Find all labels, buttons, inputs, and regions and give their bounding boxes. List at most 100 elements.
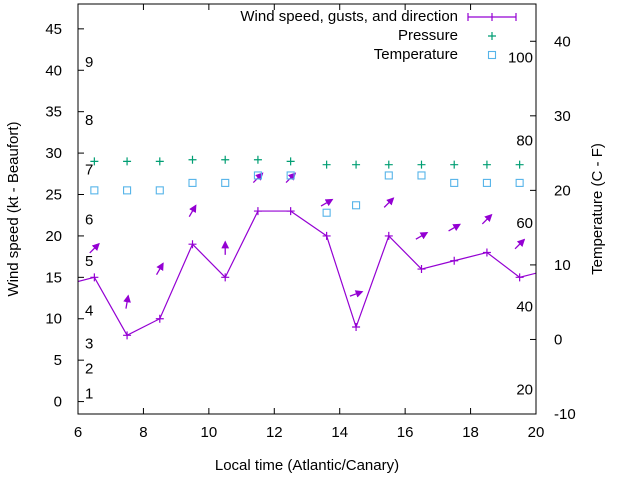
y-tick-label: 35 — [45, 104, 62, 121]
y2-tick-label: 10 — [554, 257, 571, 274]
y2-tick-label: 30 — [554, 108, 571, 125]
pressure-point — [384, 160, 393, 169]
temperature-point — [515, 178, 524, 187]
pressure-point — [253, 155, 262, 164]
x-axis-title: Local time (Atlantic/Canary) — [215, 457, 399, 474]
legend-label-temperature: Temperature — [374, 46, 458, 63]
legend: Wind speed, gusts, and direction Pressure… — [240, 8, 517, 63]
temperature-point — [221, 178, 230, 187]
temperature-point — [352, 201, 361, 210]
y-tick-label: 45 — [45, 21, 62, 38]
axis-labels: 6 8 10 12 14 16 18 20051015202530354045-1001020… — [5, 21, 606, 474]
legend-symbol-wind-ticks — [467, 13, 517, 21]
gust-direction-arrow — [415, 232, 429, 240]
fahrenheit-label: 20 — [516, 381, 533, 398]
wind-speed-point — [450, 256, 459, 265]
temperature-point — [482, 178, 491, 187]
beaufort-label: 5 — [85, 253, 93, 270]
x-tick-label: 16 — [397, 424, 414, 441]
gust-direction-arrow — [383, 197, 395, 208]
pressure-point — [90, 157, 99, 166]
y-tick-label: 15 — [45, 269, 62, 286]
wind-speed-point — [90, 273, 99, 282]
legend-label-wind: Wind speed, gusts, and direction — [240, 8, 458, 25]
wind-speed-point — [155, 314, 164, 323]
wind-speed-point — [352, 323, 361, 332]
gust-direction-arrow — [349, 290, 364, 298]
y-tick-label: 40 — [45, 62, 62, 79]
gust-direction-arrow — [481, 213, 493, 225]
x-tick-label: 10 — [201, 424, 218, 441]
plot-series — [78, 155, 536, 340]
y-tick-label: 0 — [54, 394, 62, 411]
temperature-point — [417, 171, 426, 180]
y2-tick-label: 40 — [554, 33, 571, 50]
beaufort-label: 8 — [85, 112, 93, 129]
tick-marks — [77, 4, 537, 415]
x-tick-label: 12 — [266, 424, 283, 441]
wind-speed-point — [384, 231, 393, 240]
wind-speed-point — [417, 265, 426, 274]
y2-tick-label: 20 — [554, 182, 571, 199]
pressure-point — [417, 160, 426, 169]
legend-symbol-temperature — [487, 50, 497, 60]
y2-tick-label: -10 — [554, 406, 576, 423]
x-tick-label: 8 — [139, 424, 147, 441]
fahrenheit-label: 60 — [516, 215, 533, 232]
temperature-point — [90, 186, 99, 195]
fahrenheit-label: 100 — [508, 50, 533, 67]
wind-speed-point — [286, 207, 295, 216]
temperature-point — [384, 171, 393, 180]
temperature-point — [450, 178, 459, 187]
y2-axis-title: Temperature (C - F) — [589, 143, 606, 275]
beaufort-label: 7 — [85, 162, 93, 179]
y-tick-label: 20 — [45, 228, 62, 245]
pressure-point — [450, 160, 459, 169]
pressure-point — [352, 160, 361, 169]
gust-direction-arrow — [448, 223, 461, 232]
fahrenheit-label: 40 — [516, 299, 533, 316]
x-tick-label: 6 — [74, 424, 82, 441]
y2-tick-label: 0 — [554, 331, 562, 348]
temperature-point — [253, 171, 262, 180]
gust-direction-arrow — [155, 262, 164, 276]
y-tick-label: 30 — [45, 145, 62, 162]
y-tick-label: 10 — [45, 311, 62, 328]
wind-speed-line — [78, 210, 536, 337]
y-tick-label: 5 — [54, 352, 62, 369]
y-axis-title: Wind speed (kt - Beaufort) — [5, 121, 22, 296]
temperature-point — [286, 171, 295, 180]
wind-speed-point — [253, 207, 262, 216]
wind-speed-point — [515, 273, 524, 282]
pressure-point — [322, 160, 331, 169]
pressure-point — [515, 160, 524, 169]
pressure-point — [482, 160, 491, 169]
beaufort-label: 3 — [85, 336, 93, 353]
x-tick-label: 14 — [331, 424, 348, 441]
temperature-point — [188, 178, 197, 187]
pressure-point — [123, 157, 132, 166]
legend-label-pressure: Pressure — [398, 27, 458, 44]
plot-frame — [77, 3, 537, 415]
wind-speed-point — [188, 240, 197, 249]
gust-direction-arrow — [188, 204, 197, 218]
gust-direction-arrow — [514, 238, 526, 250]
wind-speed-point — [322, 231, 331, 240]
pressure-point — [221, 155, 230, 164]
pressure-point — [155, 157, 164, 166]
beaufort-label: 2 — [85, 360, 93, 377]
wind-speed-point — [123, 331, 132, 340]
beaufort-label: 1 — [85, 385, 93, 402]
beaufort-label: 4 — [85, 302, 93, 319]
x-tick-label: 20 — [528, 424, 545, 441]
beaufort-label: 9 — [85, 54, 93, 71]
x-tick-label: 18 — [462, 424, 479, 441]
legend-symbol-pressure — [488, 32, 496, 40]
pressure-point — [188, 155, 197, 164]
wind-speed-point — [482, 248, 491, 257]
wind-speed-point — [221, 273, 230, 282]
pressure-point — [286, 157, 295, 166]
temperature-point — [123, 186, 132, 195]
gust-direction-arrow — [89, 242, 100, 254]
temperature-point — [322, 208, 331, 217]
